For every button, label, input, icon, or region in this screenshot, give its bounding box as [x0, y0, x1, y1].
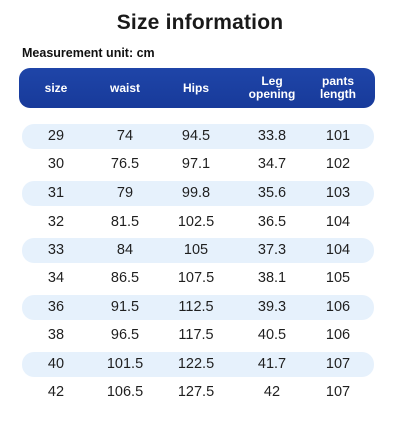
cell-hips: 107.5 — [177, 270, 215, 286]
cell-hips: 122.5 — [177, 356, 215, 372]
column-header-size: size — [44, 80, 68, 95]
cell-size: 42 — [47, 384, 65, 400]
cell-leg-opening: 33.8 — [257, 128, 287, 144]
cell-hips: 117.5 — [178, 327, 214, 343]
cell-waist: 96.5 — [110, 327, 140, 343]
table-row: 33 84 105 37.3 104 — [22, 238, 374, 263]
column-header-leg-opening: Leg opening — [248, 74, 296, 101]
cell-pants-length: 102 — [325, 156, 351, 172]
cell-pants-length: 103 — [325, 185, 351, 201]
table-row: 30 76.5 97.1 34.7 102 — [22, 152, 374, 177]
cell-hips: 99.8 — [181, 185, 211, 201]
cell-hips: 97.1 — [181, 156, 211, 172]
cell-size: 36 — [47, 299, 65, 315]
cell-leg-opening: 34.7 — [257, 156, 287, 172]
cell-waist: 79 — [116, 185, 134, 201]
cell-hips: 127.5 — [177, 384, 215, 400]
cell-size: 33 — [47, 242, 65, 258]
table-row: 42 106.5 127.5 42 107 — [22, 380, 374, 405]
table-row: 38 96.5 117.5 40.5 106 — [22, 323, 374, 348]
table-row: 34 86.5 107.5 38.1 105 — [22, 266, 374, 291]
cell-hips: 94.5 — [181, 128, 211, 144]
cell-size: 31 — [47, 185, 65, 201]
cell-pants-length: 104 — [325, 214, 351, 230]
cell-leg-opening: 39.3 — [257, 299, 287, 315]
cell-pants-length: 107 — [325, 384, 351, 400]
cell-pants-length: 107 — [325, 356, 351, 372]
column-header-hips: Hips — [182, 80, 209, 95]
cell-leg-opening: 36.5 — [257, 214, 287, 230]
cell-size: 40 — [47, 356, 65, 372]
cell-waist: 86.5 — [110, 270, 140, 286]
cell-waist: 101.5 — [106, 356, 144, 372]
table-header: size waist Hips Leg opening pants length — [19, 68, 375, 108]
measurement-unit-label: Measurement unit: cm — [22, 46, 155, 60]
cell-size: 32 — [47, 214, 65, 230]
cell-leg-opening: 41.7 — [257, 356, 287, 372]
cell-hips: 105 — [183, 242, 209, 258]
cell-pants-length: 106 — [325, 327, 351, 343]
cell-waist: 74 — [116, 128, 134, 144]
cell-waist: 91.5 — [110, 299, 140, 315]
cell-size: 34 — [47, 270, 65, 286]
page-title: Size information — [116, 11, 284, 34]
cell-leg-opening: 37.3 — [257, 242, 287, 258]
cell-pants-length: 101 — [325, 128, 351, 144]
cell-hips: 102.5 — [177, 214, 215, 230]
cell-leg-opening: 38.1 — [257, 270, 287, 286]
table-row: 29 74 94.5 33.8 101 — [22, 124, 374, 149]
cell-waist: 81.5 — [110, 214, 140, 230]
cell-waist: 76.5 — [110, 156, 140, 172]
cell-leg-opening: 42 — [263, 384, 281, 400]
cell-waist: 84 — [116, 242, 134, 258]
cell-size: 38 — [47, 327, 65, 343]
table-row: 31 79 99.8 35.6 103 — [22, 181, 374, 206]
column-header-pants-length: pants length — [320, 74, 356, 101]
cell-hips: 112.5 — [178, 299, 214, 315]
cell-size: 29 — [47, 128, 65, 144]
cell-leg-opening: 35.6 — [257, 185, 287, 201]
table-row: 40 101.5 122.5 41.7 107 — [22, 352, 374, 377]
cell-pants-length: 106 — [325, 299, 351, 315]
table-row: 36 91.5 112.5 39.3 106 — [22, 295, 374, 320]
cell-size: 30 — [47, 156, 65, 172]
cell-leg-opening: 40.5 — [257, 327, 287, 343]
cell-pants-length: 104 — [325, 242, 351, 258]
cell-pants-length: 105 — [325, 270, 351, 286]
column-header-waist: waist — [109, 80, 140, 95]
cell-waist: 106.5 — [106, 384, 144, 400]
table-row: 32 81.5 102.5 36.5 104 — [22, 210, 374, 235]
